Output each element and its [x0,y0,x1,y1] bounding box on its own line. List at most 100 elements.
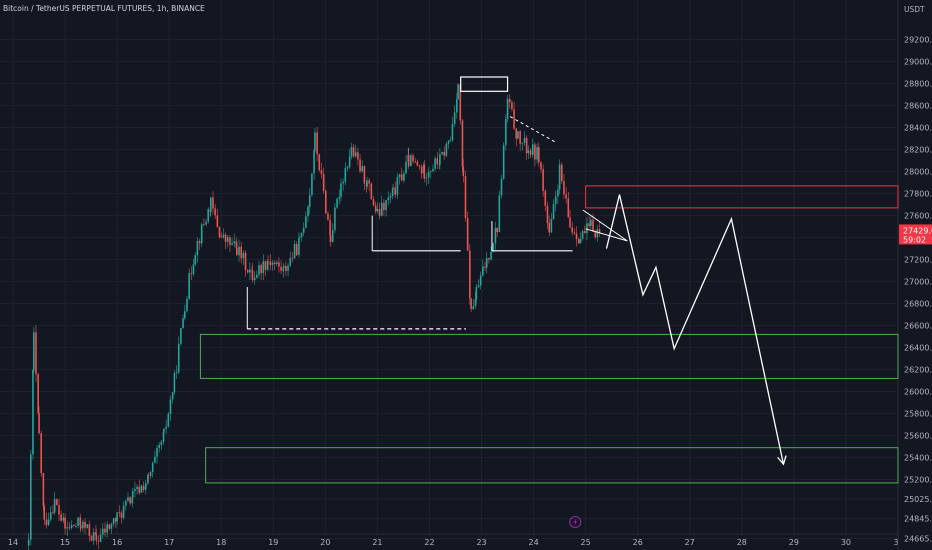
candle-body [420,166,423,174]
candle-body [280,266,282,271]
candle-body [62,517,65,521]
y-tick-label: 28200.0 [904,146,932,155]
projection-path[interactable] [605,194,785,465]
candle-body [249,269,251,273]
candle-body [115,518,117,522]
candle-body [240,246,243,259]
grid [0,0,899,539]
x-tick-label: 20 [320,538,330,547]
candle-body [222,234,225,238]
candle-body [405,161,407,174]
high-box[interactable] [460,76,509,92]
candle-body [314,132,316,151]
candle-body [86,524,88,528]
candle-body [289,258,292,266]
x-tick-label: 18 [216,538,226,547]
candle-body [97,540,100,542]
y-tick-label: 27000.0 [904,278,932,287]
candle-body [521,142,524,144]
support-zone[interactable] [205,447,899,484]
candle-body [459,84,462,121]
candle-body [165,426,167,429]
candle-body [441,151,443,155]
candle-body [453,112,456,124]
candle-body [474,299,477,307]
candle-body [515,128,518,139]
candle-body [557,189,559,197]
candle-body [492,243,495,252]
candle-body [400,174,403,181]
candle-body [127,497,129,502]
candle-body [260,265,262,274]
candle-body [558,164,561,190]
candle-body [68,527,71,529]
y-tick-label: 28800.0 [904,80,932,89]
candle-body [158,445,161,448]
candle-body [311,173,313,196]
resistance-zone[interactable] [585,185,899,209]
candle-body [423,164,426,179]
candle-body [418,165,421,167]
candle-body [188,273,190,299]
y-tick-label: 26000.0 [904,388,932,397]
candle-body [477,285,480,288]
candle-body [502,145,505,179]
candle-body [342,181,344,184]
candle-body [567,198,570,218]
candle-body [151,462,154,473]
candle-body [200,224,203,244]
y-tick-label: 28400.0 [904,124,932,133]
y-tick-label: 26800.0 [904,300,932,309]
candle-body [472,306,475,310]
candle-body [136,486,138,490]
candle-body [445,143,448,156]
candle-body [99,534,102,542]
x-tick-label: 26 [633,538,643,547]
candle-body [462,166,465,177]
x-tick-label: 28 [737,538,747,547]
candle-body [451,123,454,141]
candle-body [316,132,318,155]
y-tick-label: 24845.0 [904,515,932,524]
candle-body [282,265,285,268]
candle-body [53,499,56,513]
x-tick-label: 23 [476,538,486,547]
candle-body [147,475,150,476]
candle-body [102,528,104,535]
candle-body [392,187,394,189]
candle-body [35,332,37,375]
support-zone[interactable] [199,333,899,379]
candle-body [340,183,342,198]
candle-body [275,262,278,265]
candle-body [287,265,289,272]
candle-body [246,269,249,273]
candle-body [322,174,325,191]
candle-body [220,236,223,238]
y-tick-label: 26400.0 [904,344,932,353]
candle-body [79,525,82,529]
candle-body [432,168,434,172]
candle-body [184,311,186,319]
candle-body [173,373,176,393]
candle-body [391,188,394,196]
candle-body [498,195,501,233]
y-tick-label: 24665.0 [904,534,932,543]
candle-body [482,266,484,276]
x-tick-label: 30 [841,538,851,547]
candle-body [271,262,274,265]
candle-body [586,223,588,234]
candle-body [92,532,95,541]
candle-body [273,262,276,265]
candle-body [336,198,338,208]
candle-body [266,261,269,270]
candlestick-series [27,83,601,550]
candle-body [226,237,229,242]
wedge-pattern[interactable] [582,209,628,242]
candle-body [427,171,430,178]
candle-body [90,535,93,541]
trend-line[interactable] [509,116,558,144]
event-bolt-icon[interactable] [569,516,582,528]
candle-body [357,152,359,160]
candle-body [329,220,331,236]
